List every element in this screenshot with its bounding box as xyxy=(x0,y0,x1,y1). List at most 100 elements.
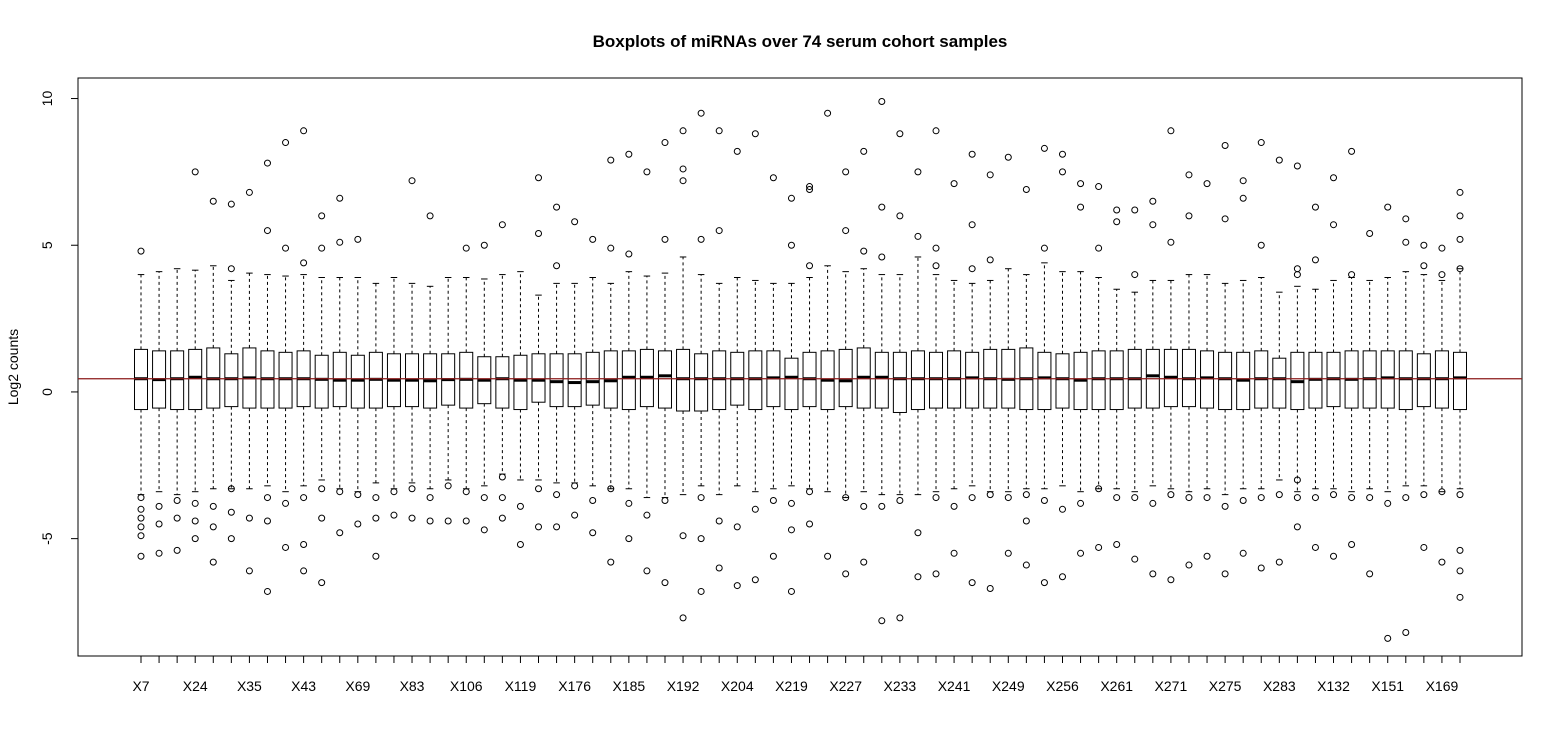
box-56 xyxy=(1127,291,1142,493)
outlier-point xyxy=(173,496,181,504)
outlier-point xyxy=(1275,558,1283,566)
outlier-point xyxy=(1257,241,1265,249)
outlier-point xyxy=(860,558,868,566)
box-50 xyxy=(1019,274,1034,490)
outlier-point xyxy=(300,541,308,549)
outlier-point xyxy=(1077,549,1085,557)
outlier-point xyxy=(1077,203,1085,211)
box-26 xyxy=(585,277,600,487)
outlier-point xyxy=(896,212,904,220)
outlier-point xyxy=(1203,552,1211,560)
outlier-point xyxy=(462,517,470,525)
outlier-point xyxy=(300,494,308,502)
outlier-point xyxy=(1366,494,1374,502)
x-tick-label: X219 xyxy=(775,678,808,694)
outlier-point xyxy=(1275,156,1283,164)
outlier-point xyxy=(625,150,633,158)
outlier-point xyxy=(932,494,940,502)
box-60 xyxy=(1200,274,1215,490)
outlier-point xyxy=(209,523,217,531)
outlier-point xyxy=(426,494,434,502)
box-8 xyxy=(260,274,275,487)
outlier-point xyxy=(1257,564,1265,572)
box-body xyxy=(495,356,510,409)
outlier-point xyxy=(1131,206,1139,214)
outlier-point xyxy=(1040,144,1048,152)
outlier-point xyxy=(607,156,615,164)
box-47 xyxy=(965,282,980,487)
outlier-point xyxy=(191,499,199,507)
box-68 xyxy=(1344,277,1359,493)
box-5 xyxy=(206,265,221,490)
box-body xyxy=(513,354,528,411)
outlier-point xyxy=(1456,491,1464,499)
outlier-point xyxy=(1456,546,1464,554)
outlier-point xyxy=(155,520,163,528)
outlier-point xyxy=(1149,197,1157,205)
y-axis-label: Log2 counts xyxy=(5,329,21,405)
outlier-point xyxy=(498,473,506,481)
outlier-point xyxy=(137,514,145,522)
outlier-point xyxy=(300,127,308,135)
outlier-point xyxy=(589,529,597,537)
outlier-point xyxy=(1293,265,1301,273)
outlier-point xyxy=(227,485,235,493)
outlier-point xyxy=(1438,488,1446,496)
box-2 xyxy=(152,271,167,493)
outlier-point xyxy=(444,517,452,525)
outlier-point xyxy=(498,494,506,502)
box-29 xyxy=(639,275,654,499)
outlier-point xyxy=(932,244,940,252)
outlier-point xyxy=(806,488,814,496)
box-17 xyxy=(423,285,438,490)
outlier-point xyxy=(1131,555,1139,563)
outlier-point xyxy=(968,579,976,587)
box-49 xyxy=(1001,268,1016,493)
outlier-point xyxy=(806,520,814,528)
box-body xyxy=(567,353,582,408)
box-body xyxy=(1055,353,1070,409)
outlier-point xyxy=(426,212,434,220)
box-65 xyxy=(1290,285,1305,493)
outlier-point xyxy=(1420,262,1428,270)
outlier-point xyxy=(1185,212,1193,220)
outlier-point xyxy=(968,221,976,229)
outlier-point xyxy=(751,576,759,584)
box-51 xyxy=(1037,262,1052,490)
outlier-point xyxy=(553,262,561,270)
outlier-point xyxy=(1221,502,1229,510)
outlier-point xyxy=(661,496,669,504)
outlier-point xyxy=(553,523,561,531)
x-tick-label: X204 xyxy=(721,678,754,694)
box-body xyxy=(657,350,672,409)
outlier-point xyxy=(263,517,271,525)
outlier-point xyxy=(950,180,958,188)
outlier-point xyxy=(372,514,380,522)
outlier-point xyxy=(1348,494,1356,502)
x-tick-label: X192 xyxy=(667,678,700,694)
box-43 xyxy=(892,274,907,496)
box-70 xyxy=(1380,277,1395,493)
x-tick-label: X261 xyxy=(1100,678,1133,694)
box-body xyxy=(874,351,889,409)
x-tick-label: X132 xyxy=(1317,678,1350,694)
box-13 xyxy=(350,277,365,493)
outlier-point xyxy=(137,494,145,502)
outlier-point xyxy=(408,485,416,493)
outlier-point xyxy=(535,523,543,531)
outlier-point xyxy=(1239,549,1247,557)
outlier-point xyxy=(1257,139,1265,147)
outlier-point xyxy=(1167,127,1175,135)
y-axis: -5 0 5 10 xyxy=(39,91,79,545)
outlier-point xyxy=(986,256,994,264)
outlier-point xyxy=(571,482,579,490)
outlier-point xyxy=(354,235,362,243)
x-tick-label: X233 xyxy=(884,678,917,694)
x-tick-label: X271 xyxy=(1155,678,1188,694)
x-tick-label: X275 xyxy=(1209,678,1242,694)
outlier-point xyxy=(1456,265,1464,273)
outlier-point xyxy=(679,614,687,622)
outlier-point xyxy=(1113,494,1121,502)
outliers-group xyxy=(137,97,1464,642)
outlier-point xyxy=(769,552,777,560)
